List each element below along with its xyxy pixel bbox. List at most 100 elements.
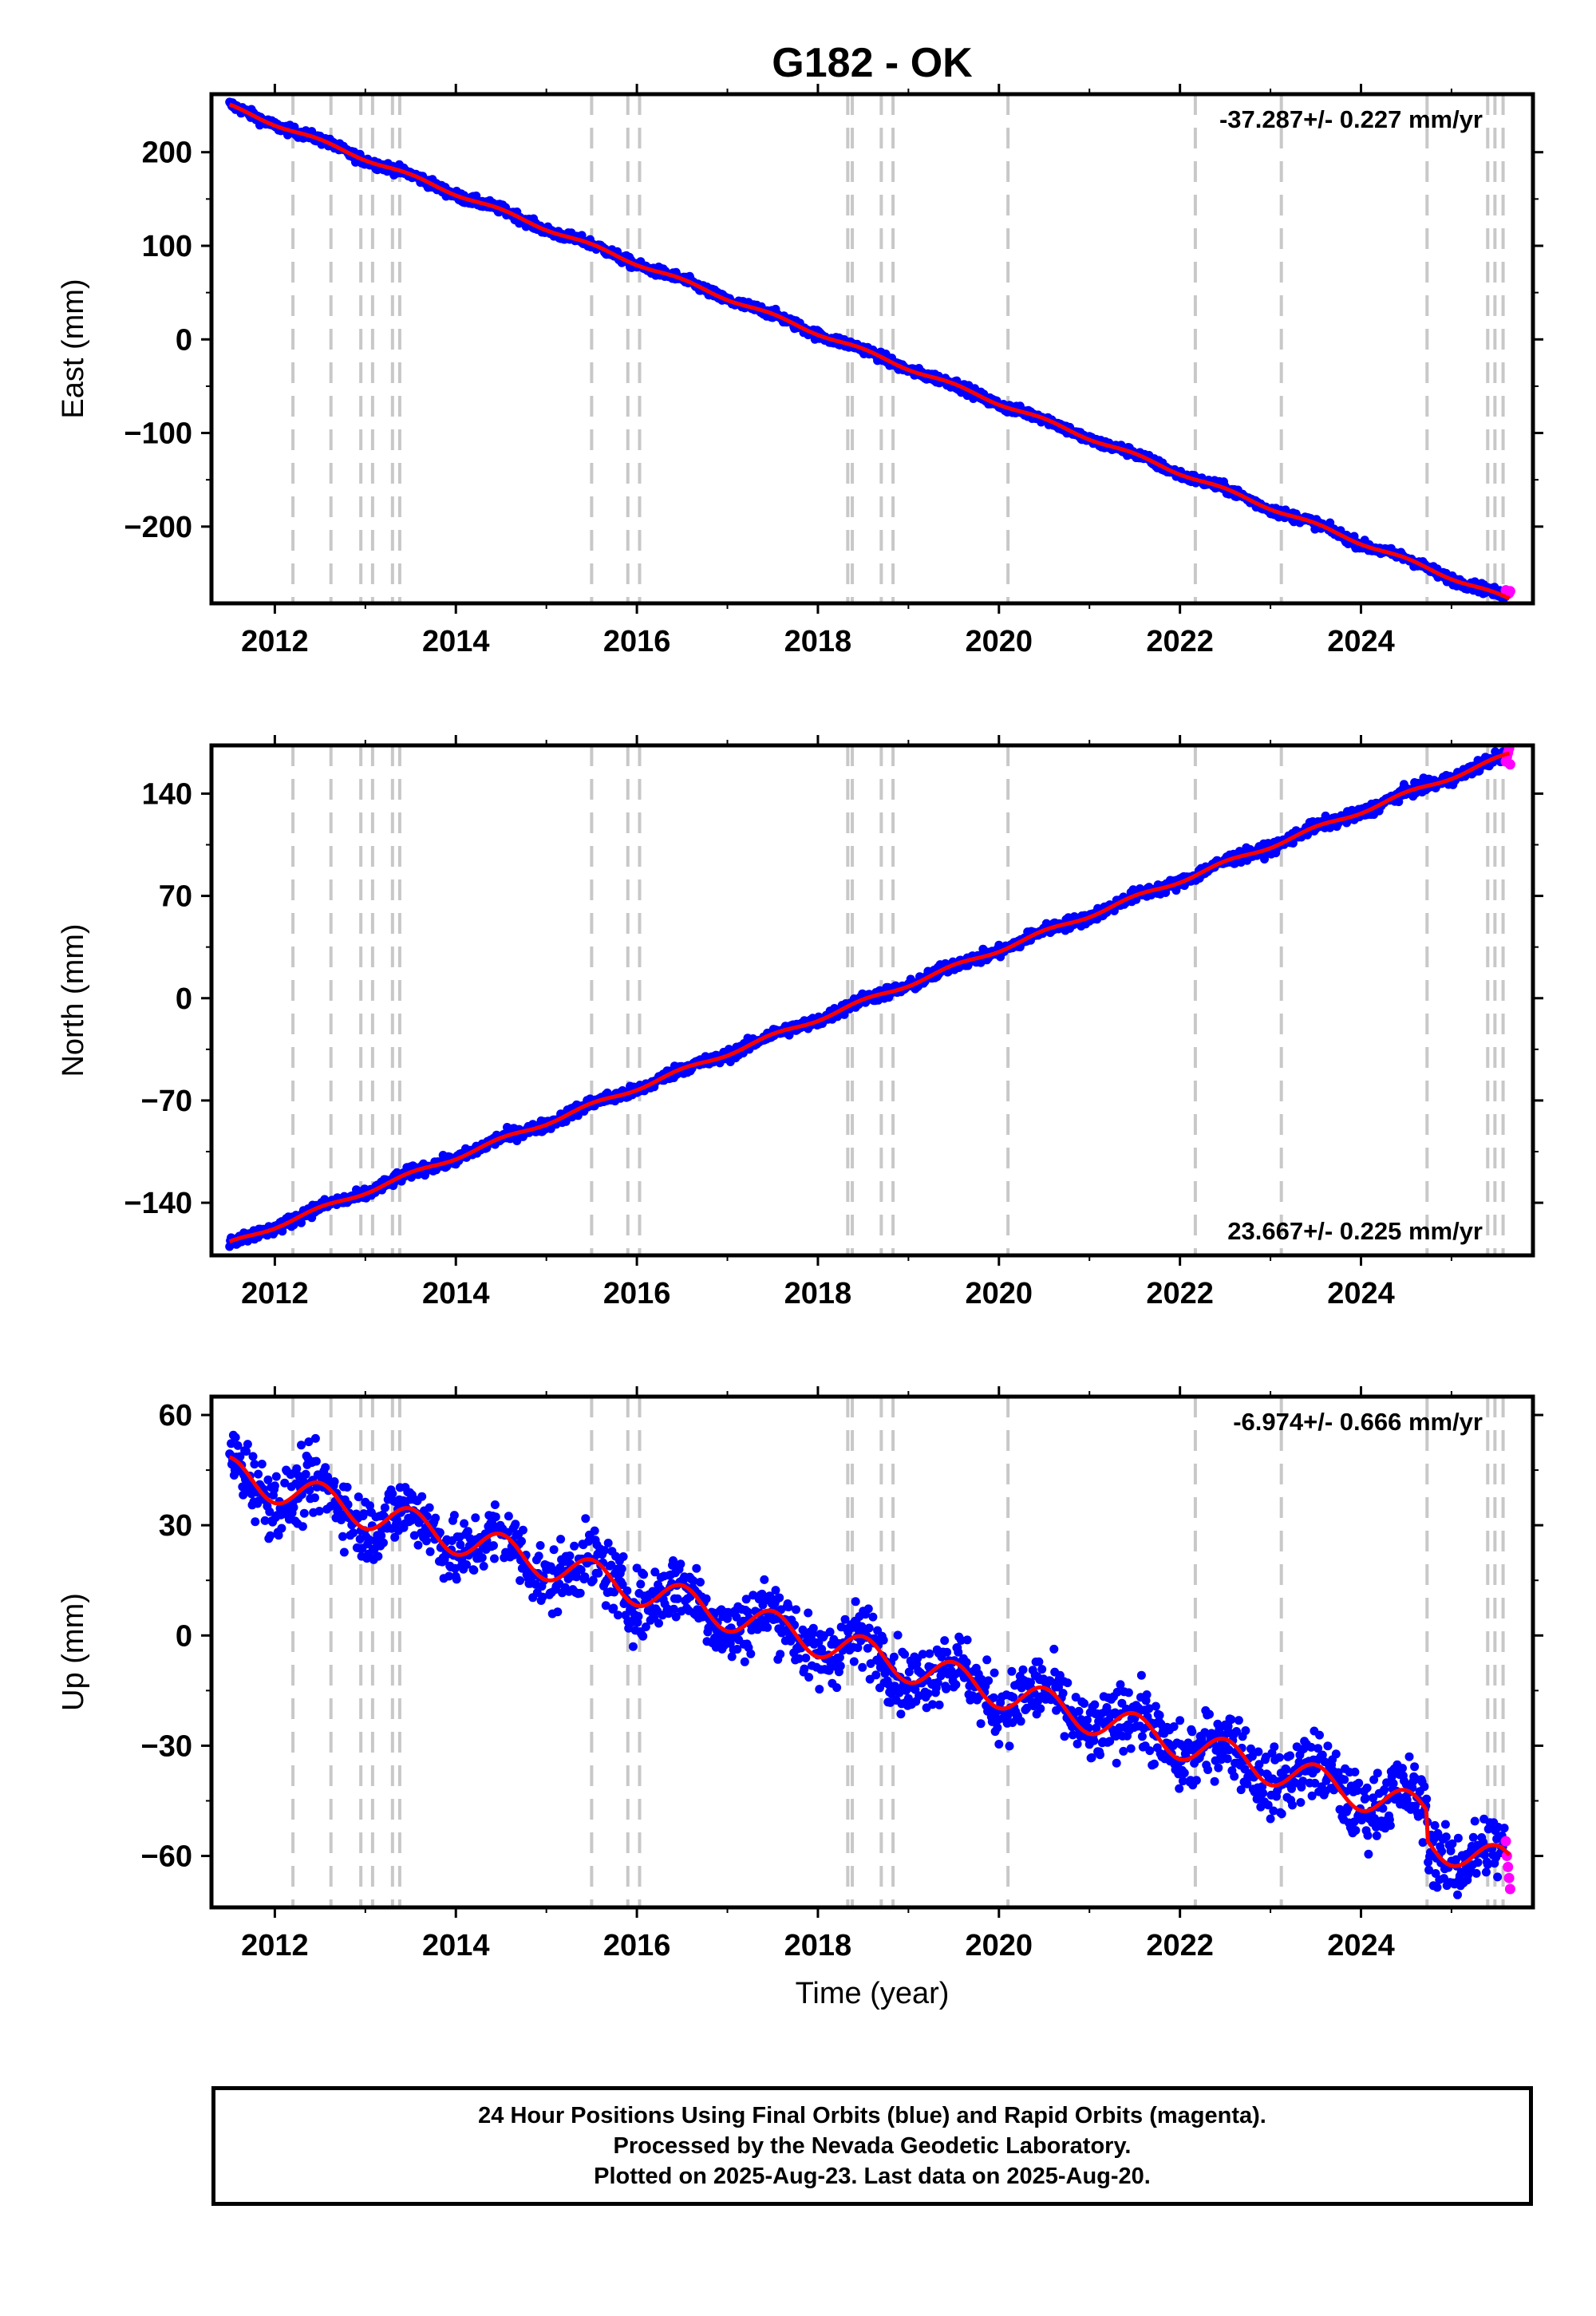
up-final-point bbox=[962, 1658, 971, 1667]
north-x-tick-label: 2016 bbox=[603, 1277, 671, 1310]
up-final-point bbox=[628, 1642, 638, 1651]
up-final-point bbox=[851, 1597, 860, 1607]
up-final-point bbox=[990, 1668, 999, 1678]
north-x-tick-label: 2018 bbox=[784, 1277, 852, 1310]
up-final-point bbox=[1126, 1744, 1136, 1753]
up-final-point bbox=[321, 1463, 330, 1472]
up-final-point bbox=[1080, 1699, 1089, 1708]
up-final-point bbox=[594, 1568, 603, 1578]
up-final-point bbox=[460, 1519, 469, 1528]
up-final-point bbox=[266, 1531, 275, 1540]
up-final-point bbox=[380, 1503, 389, 1512]
up-final-point bbox=[1258, 1788, 1268, 1798]
up-final-point bbox=[1074, 1706, 1084, 1716]
up-final-point bbox=[1254, 1747, 1263, 1757]
north-x-tick-label: 2012 bbox=[241, 1277, 309, 1310]
up-final-point bbox=[417, 1492, 427, 1501]
up-final-point bbox=[1223, 1754, 1232, 1764]
north-rate-label: 23.667+/- 0.225 mm/yr bbox=[1227, 1217, 1483, 1245]
up-final-point bbox=[1191, 1776, 1201, 1785]
up-final-point bbox=[1124, 1688, 1133, 1697]
up-final-point bbox=[1175, 1716, 1185, 1725]
up-final-point bbox=[976, 1719, 986, 1729]
up-final-point bbox=[900, 1650, 910, 1659]
up-final-point bbox=[254, 1469, 263, 1479]
up-final-point bbox=[314, 1507, 324, 1516]
up-final-point bbox=[535, 1541, 545, 1550]
up-final-point bbox=[581, 1514, 591, 1524]
up-final-point bbox=[692, 1563, 701, 1573]
up-final-point bbox=[1150, 1759, 1159, 1769]
up-final-point bbox=[1288, 1800, 1297, 1810]
up-final-point bbox=[243, 1440, 252, 1449]
up-final-point bbox=[251, 1517, 260, 1527]
up-final-point bbox=[1266, 1814, 1275, 1824]
up-final-point bbox=[1073, 1739, 1082, 1749]
up-final-point bbox=[518, 1525, 527, 1535]
up-final-point bbox=[379, 1538, 388, 1547]
up-final-point bbox=[570, 1541, 579, 1551]
up-final-point bbox=[746, 1649, 756, 1658]
east-fit-curve bbox=[228, 102, 1511, 601]
up-final-point bbox=[413, 1540, 423, 1550]
up-final-point bbox=[1179, 1769, 1189, 1778]
up-final-point bbox=[1145, 1746, 1155, 1756]
up-final-point bbox=[1049, 1644, 1059, 1654]
up-final-point bbox=[951, 1680, 961, 1690]
up-final-point bbox=[553, 1607, 563, 1617]
up-final-point bbox=[471, 1513, 480, 1523]
up-final-point bbox=[942, 1647, 952, 1657]
up-final-point bbox=[1282, 1765, 1291, 1774]
up-final-point bbox=[477, 1553, 487, 1563]
up-final-point bbox=[299, 1508, 309, 1518]
up-final-point bbox=[490, 1500, 500, 1509]
up-final-point bbox=[825, 1627, 835, 1637]
up-final-point bbox=[879, 1635, 888, 1645]
up-final-point bbox=[669, 1604, 678, 1614]
up-final-point bbox=[1037, 1665, 1047, 1674]
north-y-tick-label: −140 bbox=[124, 1187, 192, 1220]
up-final-point bbox=[549, 1545, 559, 1555]
up-final-point bbox=[1246, 1744, 1255, 1753]
up-final-point bbox=[534, 1551, 543, 1561]
east-rate-label: -37.287+/- 0.227 mm/yr bbox=[1219, 105, 1483, 133]
up-final-point bbox=[934, 1700, 944, 1709]
up-final-point bbox=[298, 1522, 307, 1531]
up-final-point bbox=[452, 1575, 461, 1584]
up-final-point bbox=[984, 1676, 994, 1686]
up-final-point bbox=[257, 1460, 267, 1468]
up-final-point bbox=[760, 1575, 769, 1584]
up-final-point bbox=[634, 1611, 643, 1621]
up-final-point bbox=[1089, 1736, 1099, 1745]
north-y-axis-title: North (mm) bbox=[57, 923, 90, 1077]
up-final-point bbox=[832, 1683, 842, 1693]
up-final-point bbox=[1112, 1758, 1121, 1768]
up-final-point bbox=[618, 1552, 628, 1561]
up-final-point bbox=[925, 1649, 934, 1658]
up-final-point bbox=[342, 1483, 352, 1492]
north-x-tick-label: 2014 bbox=[422, 1277, 490, 1310]
up-final-point bbox=[248, 1452, 258, 1461]
up-final-point bbox=[310, 1493, 319, 1503]
up-final-point bbox=[575, 1588, 585, 1598]
up-final-point bbox=[1227, 1715, 1236, 1725]
up-final-point bbox=[962, 1635, 972, 1645]
up-final-point bbox=[801, 1654, 811, 1662]
up-final-point bbox=[297, 1441, 306, 1450]
north-rapid-point bbox=[1504, 759, 1515, 770]
up-final-point bbox=[808, 1623, 818, 1633]
east-y-axis-title: East (mm) bbox=[57, 279, 90, 418]
north-y-tick-label: 70 bbox=[159, 880, 192, 914]
up-final-point bbox=[1007, 1666, 1017, 1676]
up-final-point bbox=[617, 1564, 626, 1574]
up-final-point bbox=[636, 1579, 646, 1589]
up-final-point bbox=[763, 1622, 772, 1632]
up-final-point bbox=[864, 1623, 874, 1633]
up-final-point bbox=[614, 1611, 622, 1620]
up-final-point bbox=[638, 1631, 648, 1641]
up-final-point bbox=[603, 1539, 613, 1547]
up-final-point bbox=[804, 1673, 814, 1682]
up-final-point bbox=[1036, 1704, 1045, 1713]
up-final-point bbox=[863, 1604, 873, 1614]
up-final-point bbox=[338, 1531, 347, 1541]
